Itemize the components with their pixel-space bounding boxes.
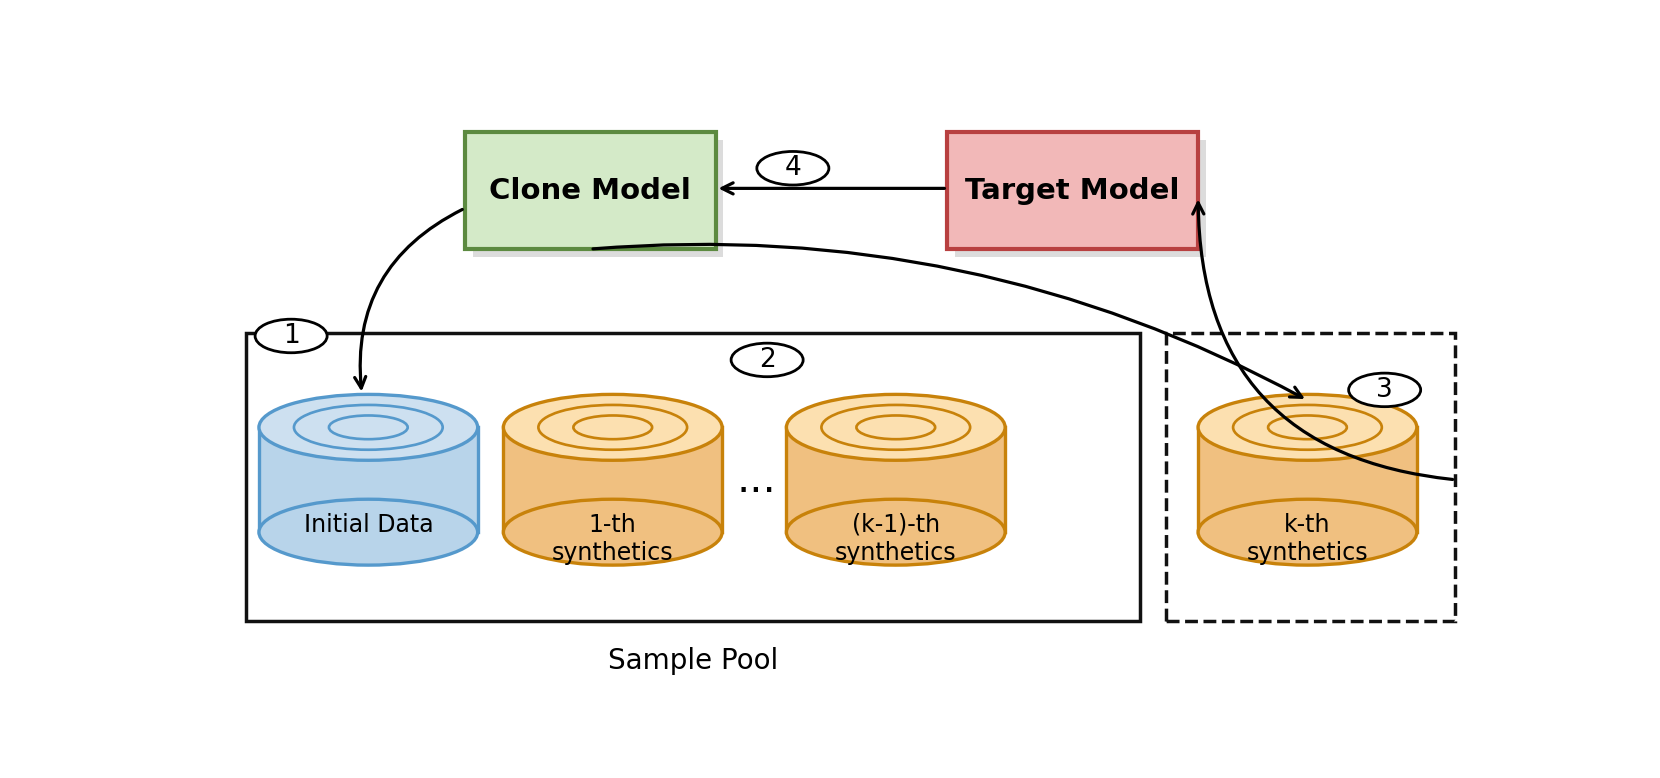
Ellipse shape [259,394,478,461]
Ellipse shape [503,499,722,565]
Ellipse shape [1199,394,1418,461]
Text: Initial Data: Initial Data [304,513,433,537]
Text: 3: 3 [1376,377,1393,403]
Polygon shape [787,427,1006,532]
Text: ...: ... [737,459,777,501]
FancyBboxPatch shape [465,132,715,249]
Ellipse shape [787,394,1006,461]
Polygon shape [503,427,722,532]
Circle shape [730,343,803,377]
FancyBboxPatch shape [473,140,724,257]
Ellipse shape [1199,499,1418,565]
Ellipse shape [503,394,722,461]
Polygon shape [1199,427,1418,532]
FancyBboxPatch shape [954,140,1205,257]
Circle shape [256,319,327,352]
Text: Clone Model: Clone Model [490,177,691,205]
Text: 1-th
synthetics: 1-th synthetics [551,513,674,565]
Ellipse shape [259,499,478,565]
Text: k-th
synthetics: k-th synthetics [1247,513,1368,565]
Ellipse shape [787,499,1006,565]
Circle shape [757,152,828,185]
Circle shape [1348,373,1421,407]
Polygon shape [259,427,478,532]
Text: 4: 4 [785,156,802,181]
Text: Sample Pool: Sample Pool [608,647,779,675]
Text: 1: 1 [282,323,299,349]
Text: (k-1)-th
synthetics: (k-1)-th synthetics [835,513,956,565]
Text: 2: 2 [759,347,775,373]
FancyBboxPatch shape [948,132,1199,249]
Text: Target Model: Target Model [966,177,1180,205]
